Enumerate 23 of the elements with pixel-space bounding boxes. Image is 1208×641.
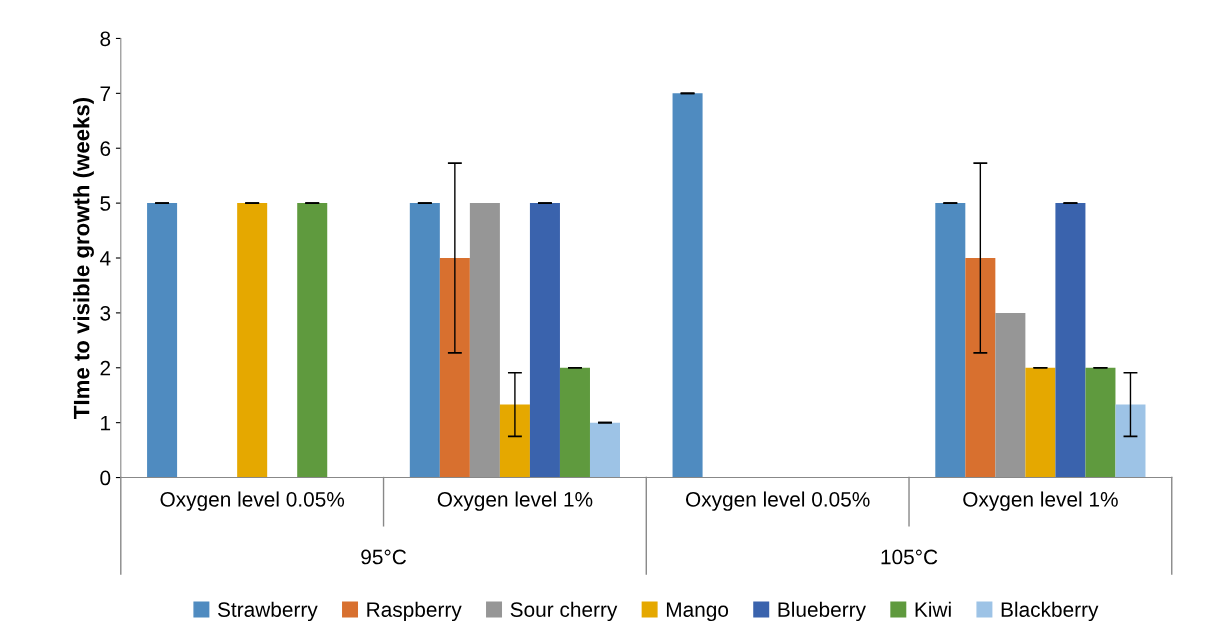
y-tick-label: 6: [100, 141, 111, 156]
legend-label: Sour cherry: [510, 601, 618, 622]
y-tick-label: 2: [100, 360, 111, 376]
legend-label: Strawberry: [217, 601, 318, 622]
text: 95°C: [361, 549, 407, 565]
legend-label: Blueberry: [778, 601, 866, 622]
y-tick-label: 3: [100, 305, 111, 321]
y-axis-title: TIme to visible growth (weeks): [73, 97, 94, 419]
x-tick-label: Oxygen level 0.05%: [685, 491, 870, 511]
x-tick-label: Oxygen level 0.05%: [160, 491, 345, 511]
legend-label: Raspberry: [367, 601, 462, 622]
y-tick-label: 5: [100, 196, 111, 211]
legend-label: Mango: [666, 602, 729, 622]
legend-label: Kiwi: [915, 601, 951, 617]
x-tick-label: Oxygen level 1%: [437, 491, 593, 511]
x-tick-label: Oxygen level 1%: [963, 491, 1118, 511]
legend-label: Blackberry: [1001, 601, 1099, 622]
y-tick-label: 7: [100, 86, 111, 101]
text: 105°C: [881, 549, 938, 565]
y-tick-label: 4: [99, 251, 111, 266]
y-tick-label: 8: [100, 31, 111, 47]
y-tick-label: 0: [100, 470, 111, 486]
y-tick-label: 1: [101, 415, 111, 431]
